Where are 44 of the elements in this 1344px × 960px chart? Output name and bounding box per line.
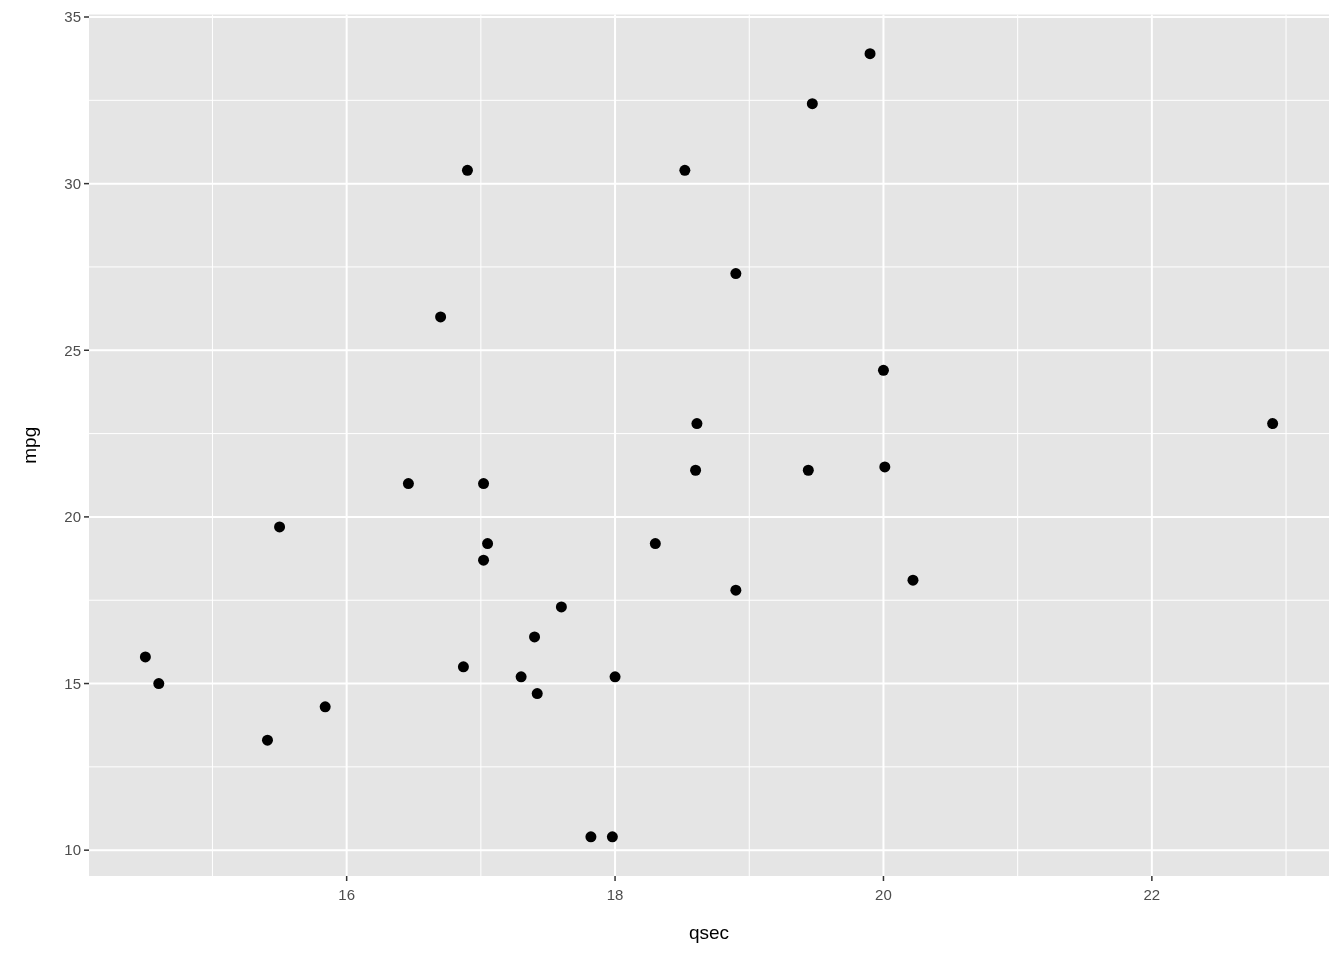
y-axis-title: mpg [19,426,40,464]
point [864,48,876,60]
point [461,164,473,176]
point [478,478,490,490]
y-tick-label: 15 [64,674,81,692]
x-tick-label: 20 [875,886,892,903]
x-axis-title: qsec [688,922,730,943]
point [877,364,889,376]
y-tick-label: 20 [64,508,81,526]
point [531,688,543,700]
point [730,584,742,596]
x-tick-label: 22 [1143,886,1161,903]
point [802,464,814,476]
point [691,418,703,430]
point [690,464,702,476]
point [139,651,151,663]
point [274,521,286,533]
point [806,98,818,110]
point [879,461,891,473]
point [679,164,691,176]
point [555,601,567,613]
point [261,734,273,746]
point [153,678,165,690]
point [649,538,661,550]
point [457,661,469,673]
y-tick-label: 10 [64,841,81,859]
x-tick-label: 18 [606,886,624,903]
point [1267,418,1279,430]
point [907,574,919,586]
point [515,671,527,683]
point [478,554,490,566]
y-tick-label: 30 [64,174,81,192]
point [529,631,541,643]
point [435,311,447,323]
y-tick-label: 35 [64,8,81,26]
point [730,268,742,280]
y-tick-label: 25 [64,341,81,359]
point [606,831,618,843]
point [402,478,414,490]
point [319,701,331,713]
x-tick-label: 16 [338,886,356,903]
point [609,671,621,683]
point [585,831,597,843]
point [482,538,494,550]
